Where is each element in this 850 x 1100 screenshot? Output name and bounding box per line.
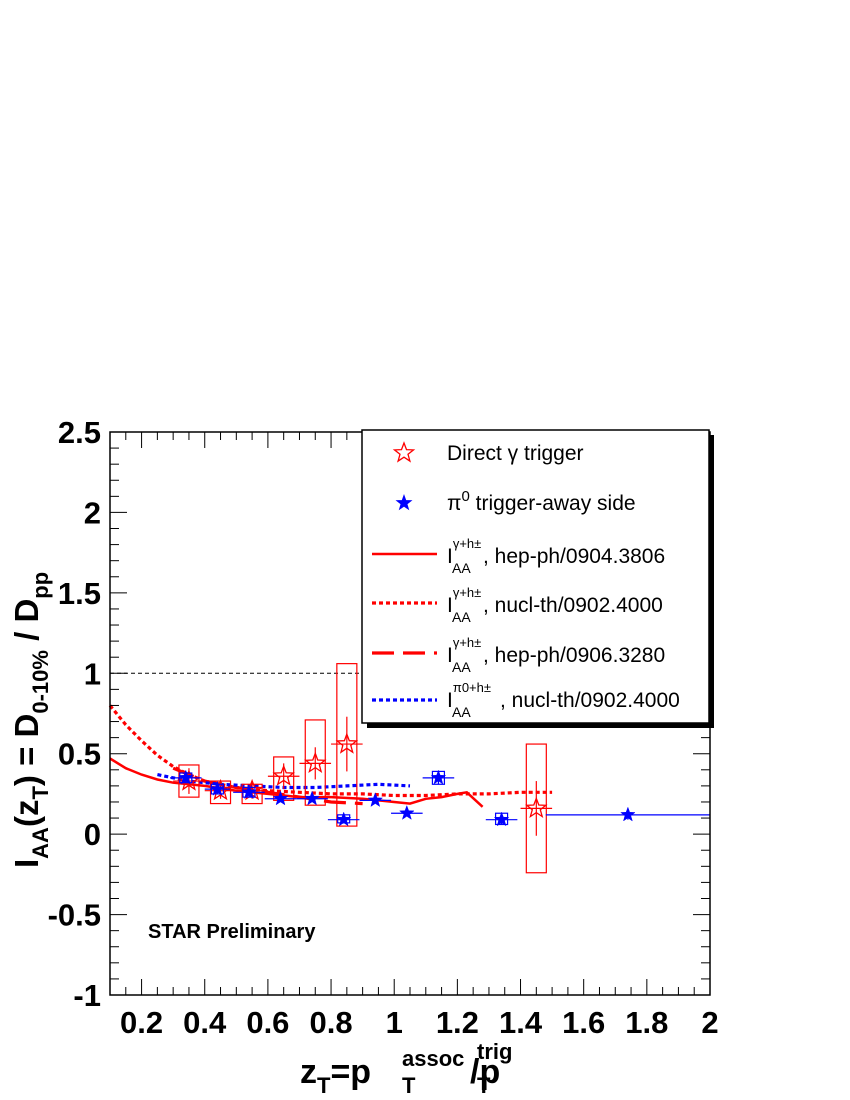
- legend-marker-pi0: [395, 494, 413, 511]
- legend-label-curve-4: Iπ0+h± AA, nucl-th/0902.4000: [447, 680, 680, 720]
- y-tick-label: 2: [84, 495, 101, 530]
- direct-gamma-point-6: [335, 732, 359, 754]
- pi0-point-5: [304, 790, 320, 806]
- x-tick-label: 1.8: [625, 1005, 668, 1040]
- x-tick-label: 0.8: [309, 1005, 352, 1040]
- y-tick-label: 0.5: [58, 737, 101, 772]
- pi0-point-2: [209, 780, 226, 796]
- x-tick-label: 2: [701, 1005, 718, 1040]
- y-tick-label: 2.5: [58, 415, 101, 450]
- star-preliminary-label: STAR Preliminary: [148, 921, 316, 943]
- direct-gamma-point-4: [272, 764, 295, 786]
- legend-label-pi0: π0 trigger-away side: [447, 488, 636, 515]
- pi0-point-3: [241, 784, 257, 800]
- pi0-point-1: [178, 769, 194, 785]
- legend-marker-direct-gamma: [392, 441, 416, 463]
- y-tick-label: -0.5: [48, 898, 101, 933]
- legend-box: [361, 429, 710, 724]
- legend-label-curve-3: Iγ+h± AA, hep-ph/0906.3280: [447, 635, 665, 675]
- legend-label-direct-gamma: Direct γ trigger: [447, 442, 584, 465]
- legend-label-curve-2: Iγ+h± AA, nucl-th/0902.4000: [447, 585, 663, 625]
- x-tick-label: 1.4: [499, 1005, 543, 1040]
- pi0-point-4: [272, 790, 289, 806]
- direct-gamma-point-7: [525, 796, 548, 819]
- plot-layer: [108, 663, 710, 874]
- y-axis-title: IAA(zT) = D0-10% / Dpp: [8, 572, 53, 868]
- pi0-point-11: [620, 806, 636, 822]
- y-tick-label: 0: [84, 817, 101, 852]
- y-tick-label: 1: [84, 656, 101, 691]
- pi0-point-10: [493, 811, 510, 827]
- curve-1: [109, 757, 484, 808]
- x-tick-label: 0.4: [183, 1005, 227, 1040]
- x-tick-label: 1: [386, 1005, 403, 1040]
- direct-gamma-sys-box-5: [304, 719, 326, 806]
- pi0-point-7: [367, 792, 384, 807]
- x-tick-label: 1.6: [562, 1005, 605, 1040]
- pi0-point-6: [335, 811, 352, 827]
- curve-2: [108, 704, 553, 798]
- x-axis-title: zT=p assoc T/ptrig T: [300, 1039, 512, 1098]
- pi0-point-9: [430, 769, 447, 785]
- legend: Direct γ trigger π0 trigger-away side Iγ…: [361, 429, 714, 728]
- y-tick-label: -1: [73, 978, 101, 1013]
- y-tick-label: 1.5: [58, 576, 101, 611]
- x-tick-label: 1.2: [436, 1005, 479, 1040]
- x-tick-label: 0.6: [246, 1005, 289, 1040]
- pi0-point-8: [399, 804, 415, 820]
- direct-gamma-point-5: [304, 751, 327, 774]
- legend-label-curve-1: Iγ+h± AA, hep-ph/0904.3806: [447, 536, 665, 576]
- direct-gamma-sys-box-6: [336, 663, 358, 827]
- x-tick-label: 0.2: [120, 1005, 163, 1040]
